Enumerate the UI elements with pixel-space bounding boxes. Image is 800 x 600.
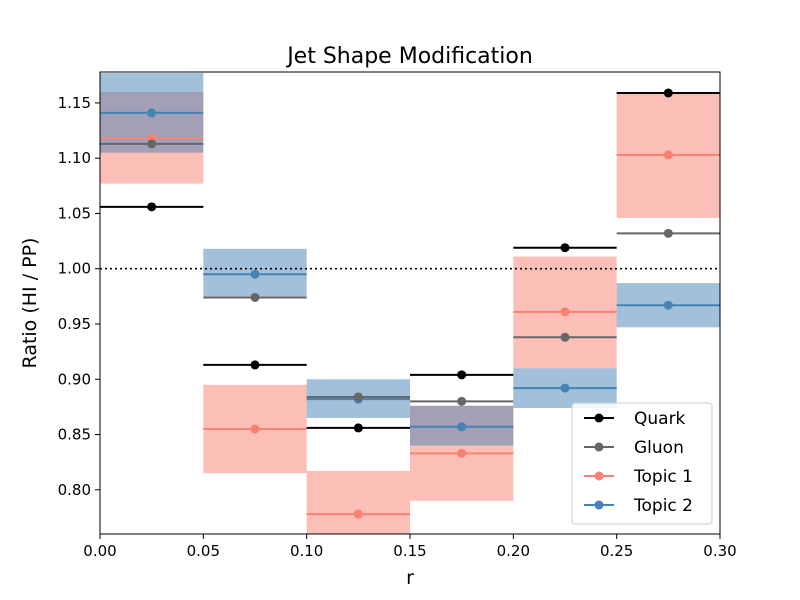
y-tick-label-2: 0.90 bbox=[58, 370, 91, 388]
gluon-point-4 bbox=[560, 332, 570, 342]
legend-label-gluon: Gluon bbox=[634, 438, 684, 458]
legend-marker-topic-2 bbox=[594, 500, 604, 510]
gluon-point-0 bbox=[147, 139, 157, 149]
chart-title: Jet Shape Modification bbox=[285, 44, 533, 69]
quark-point-4 bbox=[560, 243, 570, 253]
quark-point-5 bbox=[663, 88, 673, 98]
quark-point-0 bbox=[147, 202, 157, 212]
x-tick-label-5: 0.25 bbox=[600, 542, 633, 560]
quark-point-1 bbox=[250, 360, 260, 370]
topic-1-point-2 bbox=[353, 509, 363, 519]
y-axis-label: Ratio (HI / PP) bbox=[19, 238, 41, 369]
legend-label-quark: Quark bbox=[634, 409, 686, 429]
x-tick-label-0: 0.00 bbox=[83, 542, 116, 560]
legend-marker-quark bbox=[594, 413, 604, 423]
topic-1-point-3 bbox=[457, 448, 467, 458]
y-tick-label-0: 0.80 bbox=[58, 481, 91, 499]
y-axis: 0.80 0.85 0.90 0.95 1.00 1.05 1.10 1.15 bbox=[58, 94, 100, 499]
quark-point-2 bbox=[353, 423, 363, 433]
legend-label-topic-1: Topic 1 bbox=[633, 467, 693, 487]
y-tick-label-4: 1.00 bbox=[58, 260, 91, 278]
y-tick-label-6: 1.10 bbox=[58, 149, 91, 167]
x-tick-label-6: 0.30 bbox=[703, 542, 736, 560]
x-tick-label-4: 0.20 bbox=[497, 542, 530, 560]
y-tick-label-1: 0.85 bbox=[58, 426, 91, 444]
legend: Quark Gluon Topic 1 Topic 2 bbox=[571, 402, 713, 525]
legend-frame bbox=[571, 402, 713, 525]
x-axis: 0.00 0.05 0.10 0.15 0.20 0.25 0.30 bbox=[83, 534, 737, 560]
gluon-point-1 bbox=[250, 292, 260, 302]
topic-2-point-0 bbox=[147, 108, 157, 118]
topic-2-point-5 bbox=[663, 300, 673, 310]
x-axis-label: r bbox=[406, 567, 414, 589]
gluon-point-5 bbox=[663, 228, 673, 238]
topic-2-point-3 bbox=[457, 422, 467, 432]
y-tick-label-7: 1.15 bbox=[58, 94, 91, 112]
x-tick-label-1: 0.05 bbox=[187, 542, 220, 560]
gluon-point-2 bbox=[353, 392, 363, 402]
gluon-point-3 bbox=[457, 396, 467, 406]
y-tick-label-3: 0.95 bbox=[58, 315, 91, 333]
data-points bbox=[147, 88, 673, 519]
x-tick-label-2: 0.10 bbox=[290, 542, 323, 560]
topic-1-band-2 bbox=[306, 471, 410, 534]
topic-2-point-1 bbox=[250, 269, 260, 279]
topic-1-point-4 bbox=[560, 307, 570, 317]
legend-marker-topic-1 bbox=[594, 471, 604, 481]
topic-2-point-4 bbox=[560, 383, 570, 393]
quark-point-3 bbox=[457, 370, 467, 380]
legend-marker-gluon bbox=[594, 442, 604, 452]
y-tick-label-5: 1.05 bbox=[58, 204, 91, 222]
topic-1-point-1 bbox=[250, 424, 260, 434]
x-tick-label-3: 0.15 bbox=[393, 542, 426, 560]
legend-label-topic-2: Topic 2 bbox=[633, 496, 693, 516]
topic-1-point-5 bbox=[663, 150, 673, 160]
